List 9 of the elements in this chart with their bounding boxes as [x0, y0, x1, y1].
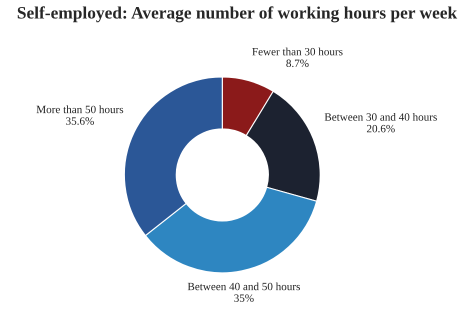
data-label: 20.6%: [366, 124, 395, 132]
slice-label: Fewer than 30 hours: [252, 48, 343, 56]
slice-label: Between 30 and 40 hours: [324, 112, 437, 121]
data-label: 35.6%: [66, 117, 94, 125]
data-label: 35%: [234, 294, 254, 302]
chart-title: Self-employed: Average number of working hours per week: [18, 6, 458, 22]
data-label: 8.7%: [286, 60, 309, 68]
slice-label: Between 40 and 50 hours: [188, 282, 300, 290]
slice-label: More than 50 hours: [36, 105, 124, 114]
